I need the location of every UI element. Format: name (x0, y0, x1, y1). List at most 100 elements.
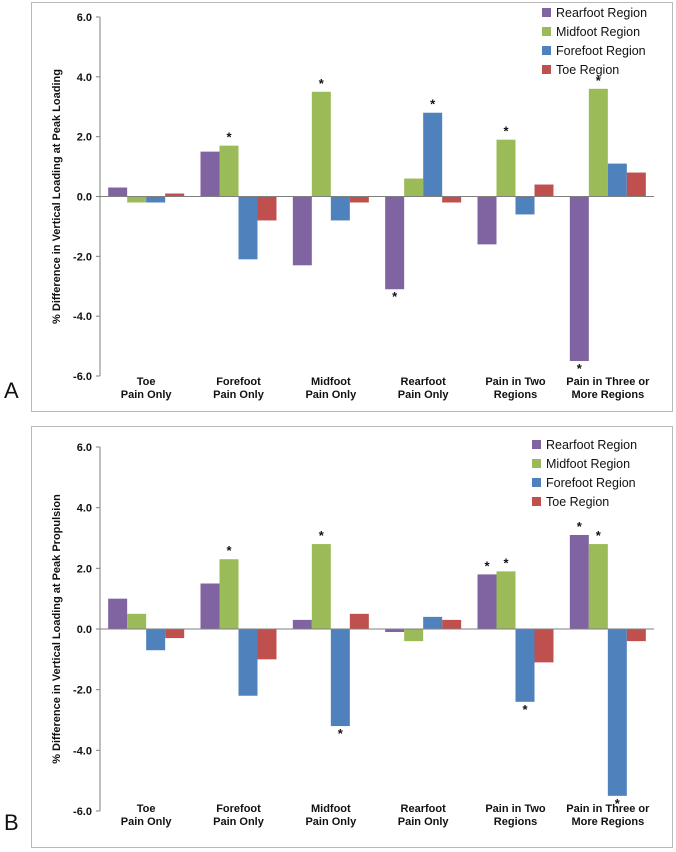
chart-b-bar (349, 613, 369, 629)
chart-a-significance-marker: * (226, 130, 232, 145)
chart-a-category-label: Pain in Three or (566, 376, 650, 388)
chart-a-y-tick-label: 4.0 (77, 72, 92, 84)
chart-b-category-label: Pain Only (121, 816, 173, 828)
chart-b-category-label: More Regions (571, 816, 644, 828)
chart-b-bar (257, 629, 277, 660)
chart-b-legend-label: Midfoot Region (546, 457, 630, 471)
chart-a-bar (127, 196, 147, 203)
chart-a-bar (146, 196, 166, 203)
chart-b-category-label: Toe (137, 803, 156, 815)
chart-b-significance-marker: * (596, 528, 602, 543)
chart-a-bar (626, 172, 646, 197)
chart-a-y-tick-label: -2.0 (73, 251, 92, 263)
chart-b-bar (292, 619, 312, 629)
chart-b-legend-swatch (532, 440, 541, 449)
chart-b-category-label: Rearfoot (401, 803, 447, 815)
chart-b-legend-swatch (532, 478, 541, 487)
chart-a-legend-label: Toe Region (556, 63, 619, 77)
chart-a-significance-marker: * (503, 124, 509, 139)
chart-a-frame (31, 2, 673, 412)
chart-a-category-label: Pain Only (398, 389, 450, 401)
chart-b-category-label: Forefoot (216, 803, 261, 815)
chart-b-bar (607, 629, 627, 796)
chart-a-bar (442, 196, 462, 203)
panel-label-a: A (4, 378, 19, 403)
chart-a-bar (569, 196, 589, 362)
chart-b-category-label: Pain Only (305, 816, 357, 828)
chart-a-y-tick-label: 0.0 (77, 192, 92, 204)
chart-b-bar (477, 574, 497, 629)
chart-b-y-tick-label: 6.0 (77, 442, 92, 454)
chart-a-significance-marker: * (430, 97, 436, 112)
chart-b-legend-swatch (532, 497, 541, 506)
chart-a-significance-marker: * (392, 289, 398, 304)
chart-a-significance-marker: * (319, 76, 325, 91)
chart-a-bar (311, 91, 331, 197)
chart-b-legend-label: Rearfoot Region (546, 438, 637, 452)
chart-b-bar (108, 598, 128, 629)
chart-a-y-axis-title: % Difference in Vertical Loading at Peak… (51, 69, 63, 324)
chart-b-significance-marker: * (615, 796, 621, 811)
chart-b-significance-marker: * (577, 519, 583, 534)
panel-label-b: B (4, 810, 19, 835)
chart-a-bar (607, 163, 627, 197)
chart-a-category-label: Pain in Two (485, 376, 546, 388)
chart-a-legend-swatch (542, 27, 551, 36)
chart-a-bar (165, 193, 185, 197)
chart-a-category-label: Midfoot (311, 376, 351, 388)
chart-a-category-label: More Regions (571, 389, 644, 401)
chart-b-bar (404, 629, 424, 642)
chart-a-legend-label: Rearfoot Region (556, 6, 647, 20)
chart-a-bar (385, 196, 405, 290)
chart-b-bar (626, 629, 646, 642)
chart-a-legend-swatch (542, 8, 551, 17)
chart-a-bar (477, 196, 497, 245)
chart-a-bar (496, 139, 516, 197)
chart-a-category-label: Regions (494, 389, 537, 401)
chart-a-legend-label: Midfoot Region (556, 25, 640, 39)
chart-a-bar (423, 112, 443, 197)
chart-a-y-tick-label: -6.0 (73, 371, 92, 383)
chart-a-bar (404, 178, 424, 197)
chart-b-bar (442, 619, 462, 629)
chart-b-category-label: Pain Only (398, 816, 450, 828)
chart-b-significance-marker: * (338, 726, 344, 741)
chart-a-y-tick-label: 6.0 (77, 12, 92, 24)
chart-a-bar (330, 196, 350, 221)
chart-b-bar (569, 534, 589, 629)
chart-a-category-label: Toe (137, 376, 156, 388)
chart-b-significance-marker: * (319, 528, 325, 543)
chart-a-bar (515, 196, 535, 215)
chart-a-y-tick-label: 2.0 (77, 132, 92, 144)
chart-a-bar (588, 88, 608, 197)
chart-b-category-label: Midfoot (311, 803, 351, 815)
chart-b-bar (496, 571, 516, 629)
chart-b-bar (200, 583, 220, 629)
chart-a-significance-marker: * (596, 73, 602, 88)
chart-b-significance-marker: * (503, 555, 509, 570)
chart-b-y-axis-title: % Difference in Vertical Loading at Peak… (51, 494, 63, 764)
chart-a-category-label: Pain Only (121, 389, 173, 401)
chart-b-category-label: Pain in Three or (566, 803, 650, 815)
chart-b-y-tick-label: -6.0 (73, 806, 92, 818)
chart-b-bar (146, 629, 166, 651)
chart-a-bar (257, 196, 277, 221)
chart-a-bar (238, 196, 258, 260)
chart-a-y-tick-label: -4.0 (73, 311, 92, 323)
chart-b-significance-marker: * (226, 543, 232, 558)
chart-b-category-label: Regions (494, 816, 537, 828)
chart-b-significance-marker: * (522, 702, 528, 717)
chart-b-bar (588, 544, 608, 629)
chart-a-legend-swatch (542, 46, 551, 55)
chart-a-bar (219, 145, 239, 197)
chart-b-bar (219, 559, 239, 629)
chart-a-bar (292, 196, 312, 266)
chart-a-significance-marker: * (577, 361, 583, 376)
chart-b-bar (423, 616, 443, 629)
chart-a-category-label: Pain Only (305, 389, 357, 401)
chart-b-category-label: Pain Only (213, 816, 265, 828)
chart-a-bar (108, 187, 128, 197)
chart-b-bar (534, 629, 554, 663)
